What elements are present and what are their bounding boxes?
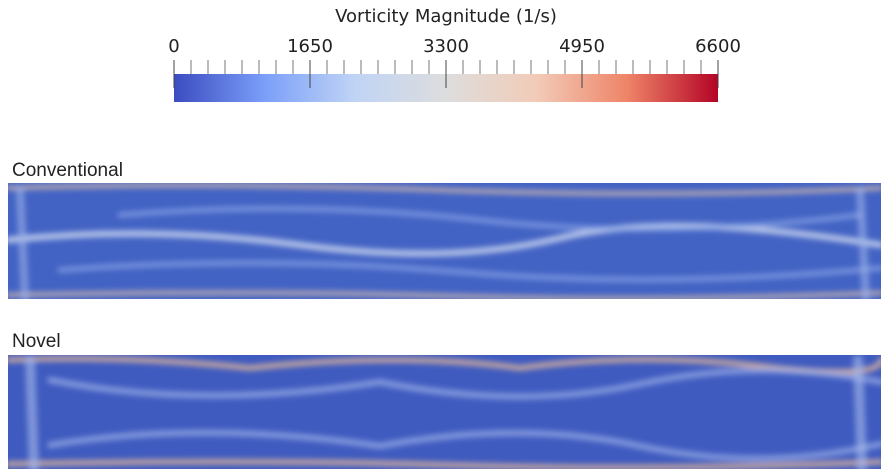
tick-label: 6600	[695, 36, 741, 57]
panel-label: Conventional	[12, 160, 123, 181]
tick-label: 0	[168, 36, 179, 57]
colorbar-title: Vorticity Magnitude (1/s)	[335, 6, 557, 27]
tick-label: 3300	[423, 36, 469, 57]
tick-label: 4950	[559, 36, 605, 57]
tick-label: 1650	[287, 36, 333, 57]
vorticity-field	[8, 183, 881, 299]
vorticity-field	[8, 355, 881, 469]
panel-label: Novel	[12, 331, 61, 352]
